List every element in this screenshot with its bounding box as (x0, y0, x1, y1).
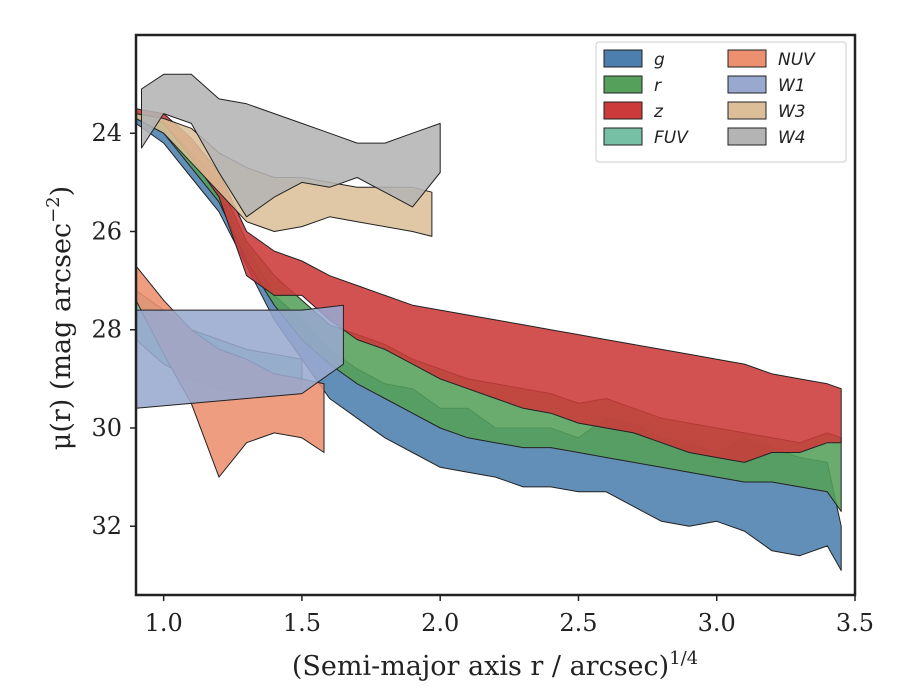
x-axis-title: (Semi-major axis r / arcsec)1/4 (292, 648, 698, 682)
legend: grz FUV NUV W1 W3 W4 (595, 41, 847, 163)
legend-label-nuv: NUV (778, 50, 816, 70)
legend-label-r: r (654, 76, 662, 96)
series-area-w4 (141, 73, 441, 218)
legend-swatch-nuv (727, 49, 767, 68)
x-axis: 1.0 1.5 2.0 2.5 3.0 3.5 (145, 595, 874, 637)
series-areas (135, 73, 842, 571)
y-tick-label: 28 (91, 316, 122, 344)
y-tick-label: 30 (91, 414, 122, 442)
series-area-w1 (135, 304, 344, 409)
legend-label-w1: W1 (778, 76, 806, 96)
legend-swatch-w1 (727, 75, 767, 94)
plot-frame (134, 33, 857, 597)
legend-label-w3: W3 (778, 102, 806, 122)
x-tick-label: 1.5 (283, 609, 321, 637)
legend-swatch-fuv (603, 127, 643, 146)
legend-swatch-w4 (727, 127, 767, 146)
x-tick-label: 3.5 (836, 609, 874, 637)
x-tick-label: 2.5 (559, 609, 597, 637)
legend-swatch-r (603, 75, 643, 94)
y-axis: 24 26 28 30 32 (91, 119, 136, 540)
x-tick-label: 2.0 (421, 609, 459, 637)
legend-swatch-g (603, 49, 643, 68)
legend-label-w4: W4 (778, 128, 806, 148)
y-tick-label: 32 (91, 512, 122, 540)
y-tick-label: 24 (91, 119, 122, 147)
legend-box (595, 41, 847, 163)
legend-swatch-z (603, 101, 643, 120)
x-tick-label: 3.0 (698, 609, 736, 637)
x-tick-label: 1.0 (145, 609, 183, 637)
legend-label-g: g (654, 50, 665, 70)
legend-label-z: z (653, 102, 664, 122)
y-tick-label: 26 (91, 217, 122, 245)
legend-label-fuv: FUV (654, 128, 689, 148)
y-axis-title: μ(r) (mag arcsec−2) (43, 186, 77, 450)
legend-swatch-w3 (727, 101, 767, 120)
series-area-z (135, 108, 842, 463)
